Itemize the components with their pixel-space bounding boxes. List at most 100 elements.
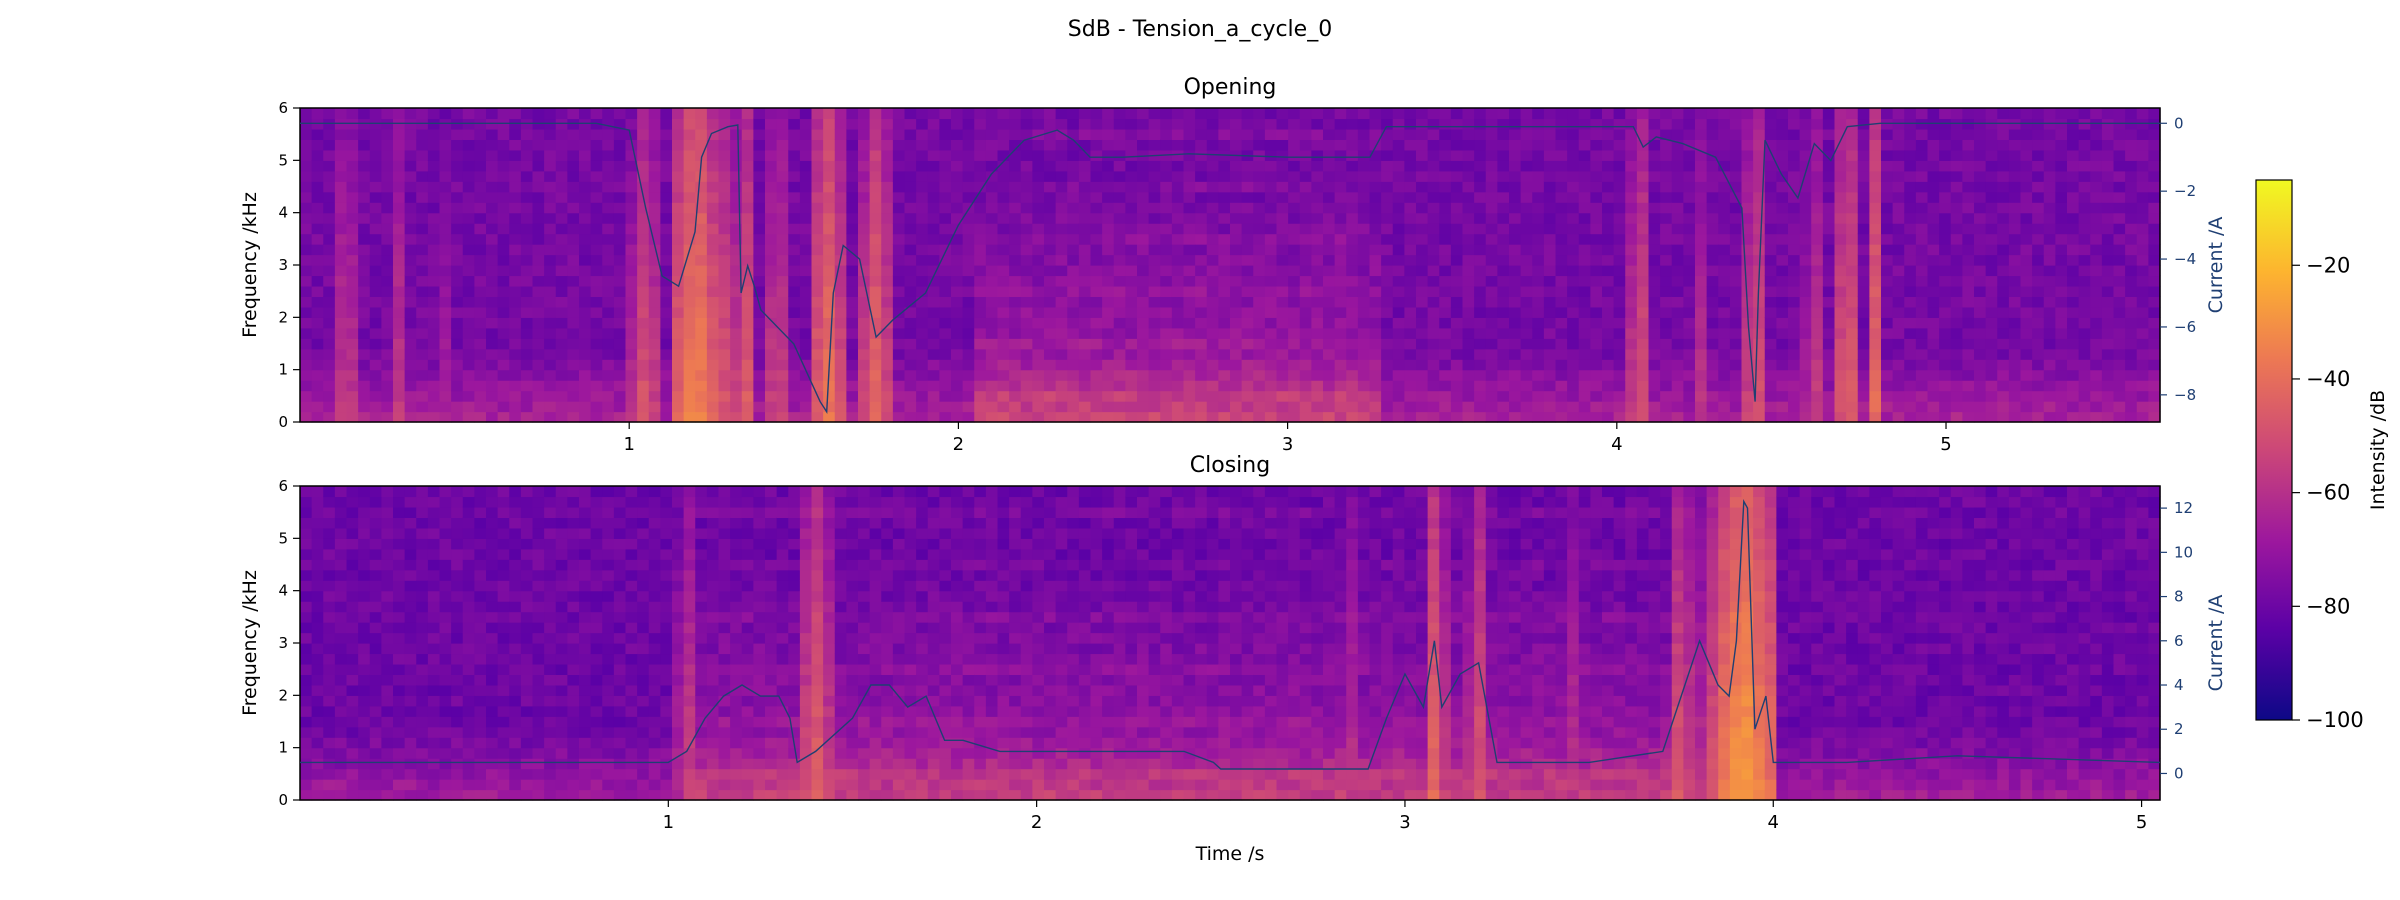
spectrogram-cell (765, 296, 778, 308)
spectrogram-cell (1485, 380, 1498, 392)
spectrogram-cell (718, 202, 731, 214)
spectrogram-cell (1241, 390, 1254, 402)
spectrogram-cell (1927, 317, 1940, 329)
spectrogram-cell (997, 244, 1010, 256)
spectrogram-cell (730, 317, 743, 329)
spectrogram-cell (520, 149, 534, 161)
spectrogram-cell (1915, 212, 1929, 224)
spectrogram-cell (1264, 160, 1278, 172)
spectrogram-cell (1160, 390, 1173, 402)
spectrogram-cell (1357, 275, 1371, 287)
spectrogram-cell (1892, 170, 1905, 182)
spectrogram-cell (1695, 380, 1708, 392)
spectrogram-cell (2020, 296, 2033, 308)
spectrogram-cell (1822, 254, 1836, 266)
spectrogram-cell (1474, 108, 1487, 120)
spectrogram-cell (358, 285, 371, 297)
spectrogram-cell (613, 401, 627, 413)
spectrogram-cell (1485, 275, 1498, 287)
spectrogram-cell (1811, 233, 1824, 245)
spectrogram-cell (613, 348, 627, 360)
spectrogram-cell (1613, 265, 1626, 277)
spectrogram-cell (1613, 233, 1626, 245)
spectrogram-cell (1334, 149, 1347, 161)
spectrogram-cell (1822, 411, 1836, 423)
spectrogram-cell (625, 401, 638, 413)
spectrogram-cell (1230, 380, 1243, 392)
spectrogram-cell (1718, 254, 1731, 266)
spectrogram-cell (1857, 170, 1870, 182)
spectrogram-cell (1404, 149, 1417, 161)
spectrogram-cell (416, 254, 429, 266)
spectrogram-cell (404, 244, 417, 256)
spectrogram-cell (486, 170, 499, 182)
spectrogram-cell (300, 118, 313, 130)
spectrogram-cell (346, 160, 359, 172)
spectrogram-cell (416, 390, 429, 402)
spectrogram-cell (939, 202, 952, 214)
spectrogram-cell (1857, 244, 1870, 256)
spectrogram-cell (2113, 411, 2126, 423)
spectrogram-cell (1671, 128, 1684, 140)
spectrogram-cell (985, 369, 999, 381)
y2-tick-label: −6 (2174, 318, 2196, 336)
spectrogram-cell (718, 348, 731, 360)
spectrogram-cell (1020, 181, 1033, 193)
spectrogram-cell (1543, 128, 1557, 140)
spectrogram-cell (1462, 275, 1475, 287)
spectrogram-cell (590, 170, 603, 182)
spectrogram-cell (1834, 170, 1847, 182)
spectrogram-cell (1357, 285, 1371, 297)
spectrogram-cell (1753, 411, 1766, 423)
spectrogram-cell (2055, 191, 2068, 203)
spectrogram-cell (1346, 149, 1359, 161)
spectrogram-cell (1811, 181, 1824, 193)
spectrogram-cell (1857, 317, 1870, 329)
spectrogram-cell (776, 380, 789, 392)
spectrogram-cell (520, 212, 534, 224)
spectrogram-cell (823, 380, 836, 392)
spectrogram-cell (1462, 359, 1475, 371)
spectrogram-cell (1602, 285, 1615, 297)
spectrogram-cell (660, 296, 673, 308)
spectrogram-cell (1462, 160, 1475, 172)
spectrogram-cell (1288, 327, 1301, 339)
spectrogram-cell (1846, 254, 1859, 266)
spectrogram-cell (346, 486, 359, 498)
spectrogram-cell (765, 118, 778, 130)
spectrogram-cell (346, 758, 359, 770)
spectrogram-cell (2032, 359, 2045, 371)
spectrogram-cell (602, 254, 615, 266)
spectrogram-cell (1729, 327, 1743, 339)
spectrogram-cell (1462, 170, 1475, 182)
spectrogram-cell (741, 254, 754, 266)
spectrogram-cell (869, 191, 882, 203)
spectrogram-cell (1474, 380, 1487, 392)
spectrogram-cell (788, 160, 801, 172)
spectrogram-cell (1532, 265, 1545, 277)
spectrogram-cell (1323, 128, 1336, 140)
spectrogram-cell (997, 380, 1010, 392)
spectrogram-cell (1904, 149, 1917, 161)
spectrogram-cell (439, 223, 452, 235)
spectrogram-cell (718, 118, 731, 130)
spectrogram-cell (834, 380, 847, 392)
spectrogram-cell (1788, 191, 1801, 203)
spectrogram-cell (927, 212, 940, 224)
spectrogram-cell (462, 401, 475, 413)
spectrogram-cell (1206, 212, 1219, 224)
spectrogram-cell (1241, 160, 1254, 172)
spectrogram-cell (904, 212, 917, 224)
spectrogram-cell (1090, 170, 1103, 182)
spectrogram-cell (2032, 317, 2045, 329)
spectrogram-cell (916, 380, 929, 392)
spectrogram-cell (334, 401, 348, 413)
spectrogram-cell (1776, 348, 1789, 360)
spectrogram-cell (579, 254, 592, 266)
spectrogram-cell (1171, 223, 1185, 235)
spectrogram-cell (1485, 265, 1498, 277)
spectrogram-cell (904, 160, 917, 172)
spectrogram-cell (1450, 244, 1464, 256)
spectrogram-cell (2125, 118, 2138, 130)
spectrogram-cell (1044, 191, 1057, 203)
